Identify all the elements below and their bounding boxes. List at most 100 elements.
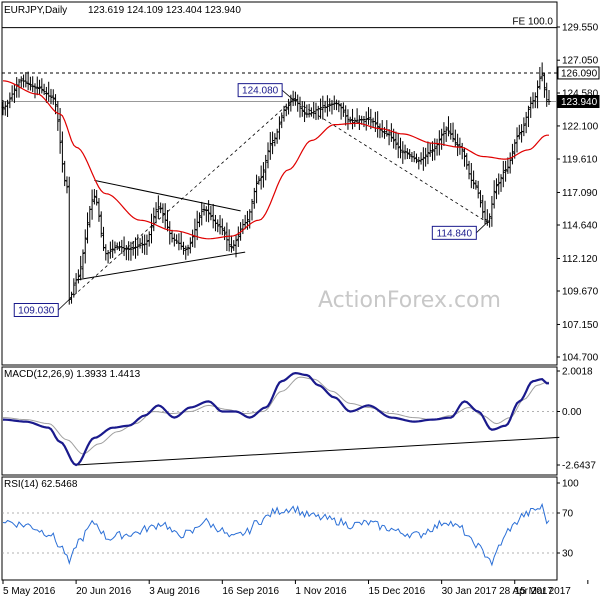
price-bar	[462, 147, 467, 167]
price-bar	[373, 111, 377, 132]
price-bar	[424, 147, 428, 167]
price-bar	[417, 156, 421, 170]
price-bar	[159, 202, 163, 214]
price-bar	[92, 189, 96, 205]
triangle-trendline	[94, 179, 241, 212]
y-axis-ticks: 129.550 127.050 124.580 122.100 119.610 117.0…	[557, 23, 600, 560]
price-bar	[280, 112, 284, 129]
price-bar	[83, 229, 87, 264]
price-bar	[396, 133, 400, 159]
price-bar	[284, 103, 288, 117]
price-bar	[188, 237, 192, 254]
price-bar	[152, 207, 156, 232]
price-bar	[364, 111, 368, 131]
x-tick-label: 15 Mar 2017	[515, 586, 572, 597]
triangle-trendline	[76, 251, 246, 281]
price-bar	[446, 116, 451, 137]
price-bar	[398, 137, 403, 159]
price-tick-label: 124.580	[562, 89, 599, 100]
price-tick-label: 127.050	[562, 56, 599, 67]
sma-line	[2, 80, 549, 240]
price-bar	[414, 153, 419, 164]
price-bar	[261, 162, 266, 188]
price-bar	[542, 72, 547, 98]
panel-borders	[1, 1, 558, 581]
price-bar	[497, 173, 501, 195]
price-bar	[547, 90, 551, 106]
annotation-label: 124.080	[242, 86, 279, 97]
price-bar	[478, 190, 483, 208]
price-bar	[389, 123, 393, 142]
price-bar	[412, 151, 416, 163]
price-bar	[346, 109, 350, 130]
price-bar	[378, 123, 382, 139]
price-bar	[387, 129, 391, 146]
macd-trendline	[76, 436, 560, 466]
horizontal-levels: FE 100.0	[2, 17, 557, 102]
price-bar	[440, 128, 444, 150]
price-bar	[302, 101, 307, 123]
price-bar	[428, 143, 432, 157]
price-bar	[99, 211, 103, 238]
price-bar	[58, 108, 62, 154]
dashed-trendline	[68, 99, 294, 300]
price-bar	[337, 100, 341, 113]
price-bar	[517, 124, 521, 140]
price-tick-label: 122.100	[562, 121, 599, 132]
price-bar	[31, 76, 35, 93]
price-bar	[385, 120, 389, 137]
dashed-trendline	[292, 99, 488, 223]
price-bar	[444, 126, 448, 142]
price-tick-label: 107.150	[562, 320, 599, 331]
price-bar	[312, 101, 316, 119]
price-bar	[53, 94, 58, 115]
price-bar	[175, 234, 179, 245]
price-bar	[526, 105, 531, 128]
panel-border	[1, 366, 558, 476]
fe-100-label: FE 100.0	[512, 17, 553, 28]
price-bar	[481, 194, 485, 219]
price-bar	[227, 229, 231, 252]
triangle-trendlines	[76, 179, 246, 281]
price-bar	[76, 269, 80, 284]
price-bar	[24, 72, 28, 88]
price-bar	[222, 226, 227, 241]
price-bar	[515, 127, 519, 153]
price-bar	[138, 238, 142, 249]
x-tick-label: 28 Apr 2017	[499, 586, 553, 597]
price-bar	[298, 96, 302, 118]
annotation-box	[237, 83, 283, 98]
price-bar	[453, 129, 457, 147]
price-bar	[259, 165, 263, 190]
price-bar	[426, 141, 430, 165]
rsi-tick-label: 100	[562, 479, 579, 490]
panel-border	[1, 1, 558, 366]
price-bar	[184, 245, 188, 260]
x-tick-label: 20 Jun 2016	[76, 586, 131, 597]
price-bar	[405, 148, 409, 160]
current-price-label: 123.940	[561, 97, 598, 108]
price-bar	[506, 157, 510, 174]
macd-signal-line	[3, 376, 549, 455]
price-bar	[28, 76, 33, 91]
price-bar	[131, 241, 135, 256]
resistance-price-label: 126.090	[561, 68, 598, 79]
price-bar	[250, 198, 254, 221]
price-bar	[63, 160, 67, 187]
price-bar	[186, 244, 190, 256]
price-bar	[293, 91, 298, 106]
price-tick-label: 109.670	[562, 287, 599, 298]
price-bar	[318, 98, 323, 119]
price-bar	[449, 122, 453, 140]
price-bar	[483, 200, 487, 225]
price-bar	[124, 245, 128, 261]
price-bar	[535, 80, 540, 109]
rsi-title: RSI(14) 62.5468	[4, 479, 78, 490]
price-bar	[211, 203, 215, 229]
price-bar	[19, 76, 23, 88]
price-bar	[456, 133, 460, 157]
price-bar	[209, 205, 213, 221]
price-bar	[300, 101, 304, 117]
price-bar	[503, 160, 508, 182]
macd-line	[2, 371, 549, 467]
